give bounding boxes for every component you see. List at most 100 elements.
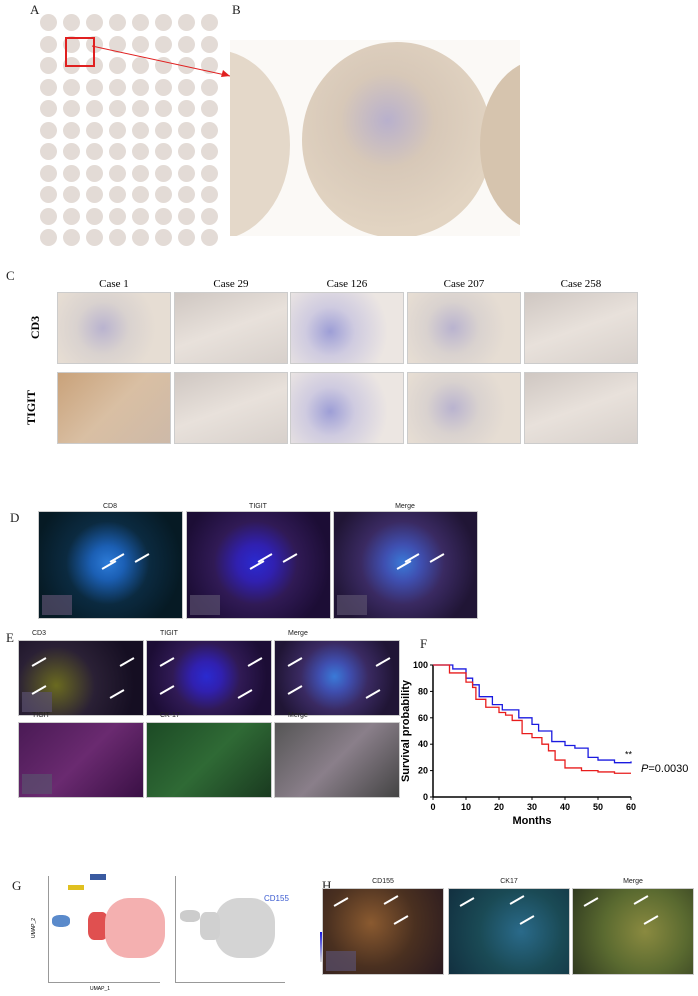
fluorescence-image <box>333 511 478 619</box>
tma-core <box>109 207 126 225</box>
tma-core <box>132 100 149 117</box>
tma-core <box>155 207 172 225</box>
tma-core <box>155 100 172 117</box>
tma-core <box>109 164 126 182</box>
fluorescence-image <box>146 722 272 798</box>
tma-core <box>201 57 218 74</box>
tma-core <box>40 57 57 74</box>
arrow-icon <box>459 897 475 907</box>
tma-core <box>201 14 218 31</box>
arrow-icon <box>282 553 298 563</box>
tma-core <box>63 164 80 182</box>
panel-label-d: D <box>10 510 20 525</box>
x-tick-label: 20 <box>494 802 504 812</box>
arrow-icon <box>247 657 263 667</box>
tma-core <box>132 121 149 139</box>
tma-core <box>40 164 57 182</box>
significance-marker: ** <box>625 749 633 759</box>
tma-core <box>178 14 195 31</box>
tma-core <box>155 121 172 139</box>
zoom-arrow <box>91 45 231 77</box>
x-tick-label: 60 <box>626 802 636 812</box>
channel-title: TIGIT <box>160 630 178 637</box>
tma-core <box>155 186 172 203</box>
arrow-icon <box>109 689 125 699</box>
tma-core <box>132 164 149 182</box>
x-axis-label: Months <box>512 815 551 827</box>
fluorescence-image <box>274 640 400 716</box>
tma-core <box>201 35 218 53</box>
tma-core <box>201 186 218 203</box>
tma-core <box>178 57 195 74</box>
tma-core <box>132 143 149 160</box>
panel-label-a: A <box>30 2 40 17</box>
tma-core <box>201 100 218 117</box>
fluorescence-image <box>186 511 331 619</box>
arrow-icon <box>375 657 391 667</box>
tma-core <box>132 35 149 53</box>
fluorescence-image <box>18 640 144 716</box>
tma-core <box>109 186 126 203</box>
ihc-image-tigit <box>174 372 288 444</box>
fluorescence-image <box>274 722 400 798</box>
umap-panel: UMAP_1 UMAP_2 CD155 <box>30 870 326 995</box>
fluorescence-image <box>322 888 444 975</box>
channel-legend <box>326 951 356 971</box>
fluorescence-image <box>38 511 183 619</box>
case-label: Case 258 <box>560 278 602 290</box>
y-axis-label: Survival probability <box>400 679 412 782</box>
tma-core <box>86 143 103 160</box>
arrow-icon <box>643 915 659 925</box>
tma-core <box>40 143 57 160</box>
arrow-icon <box>237 689 253 699</box>
channel-title: Merge <box>288 630 308 637</box>
tissue-microarray <box>40 14 230 254</box>
ihc-image-cd3 <box>524 292 638 364</box>
tma-core <box>155 164 172 182</box>
cluster-blue <box>52 915 70 927</box>
arrow-icon <box>119 657 135 667</box>
arrow-icon <box>429 553 445 563</box>
channel-title: CK17 <box>500 878 518 885</box>
tma-core <box>178 35 195 53</box>
y-tick-label: 20 <box>418 766 428 776</box>
ihc-image-cd3 <box>290 292 404 364</box>
arrow-icon <box>287 657 303 667</box>
feature-label: CD155 <box>264 894 289 903</box>
tma-core <box>109 229 126 246</box>
arrow-icon <box>159 685 175 695</box>
tma-core <box>178 186 195 203</box>
arrow-icon <box>365 689 381 699</box>
p-number: =0.0030 <box>648 763 688 775</box>
tma-core <box>201 229 218 246</box>
tma-core <box>40 207 57 225</box>
arrow-icon <box>159 657 175 667</box>
channel-title: TIGIT <box>32 712 50 719</box>
fluorescence-image <box>572 888 694 975</box>
survival-curve-blue <box>433 664 632 764</box>
tma-core <box>86 229 103 246</box>
tma-core <box>109 78 126 96</box>
channel-title: TIGIT <box>249 503 267 510</box>
tma-core <box>63 35 80 53</box>
tma-core <box>40 35 57 53</box>
ihc-image-tigit <box>57 372 171 444</box>
tma-core <box>86 186 103 203</box>
channel-title: CD155 <box>372 878 394 885</box>
y-tick-label: 80 <box>418 686 428 696</box>
arrow-icon <box>583 897 599 907</box>
channel-title: CD3 <box>32 630 47 637</box>
arrow-icon <box>31 657 47 667</box>
tma-core <box>178 121 195 139</box>
channel-title: Merge <box>395 503 415 510</box>
tma-core <box>201 207 218 225</box>
tma-core <box>63 100 80 117</box>
tma-core <box>178 164 195 182</box>
y-tick-label: 40 <box>418 739 428 749</box>
tma-core <box>132 207 149 225</box>
tma-core-zoom <box>230 40 520 236</box>
arrow-icon <box>333 897 349 907</box>
arrow-icon <box>134 553 150 563</box>
ihc-image-tigit <box>407 372 521 444</box>
tma-core <box>155 229 172 246</box>
